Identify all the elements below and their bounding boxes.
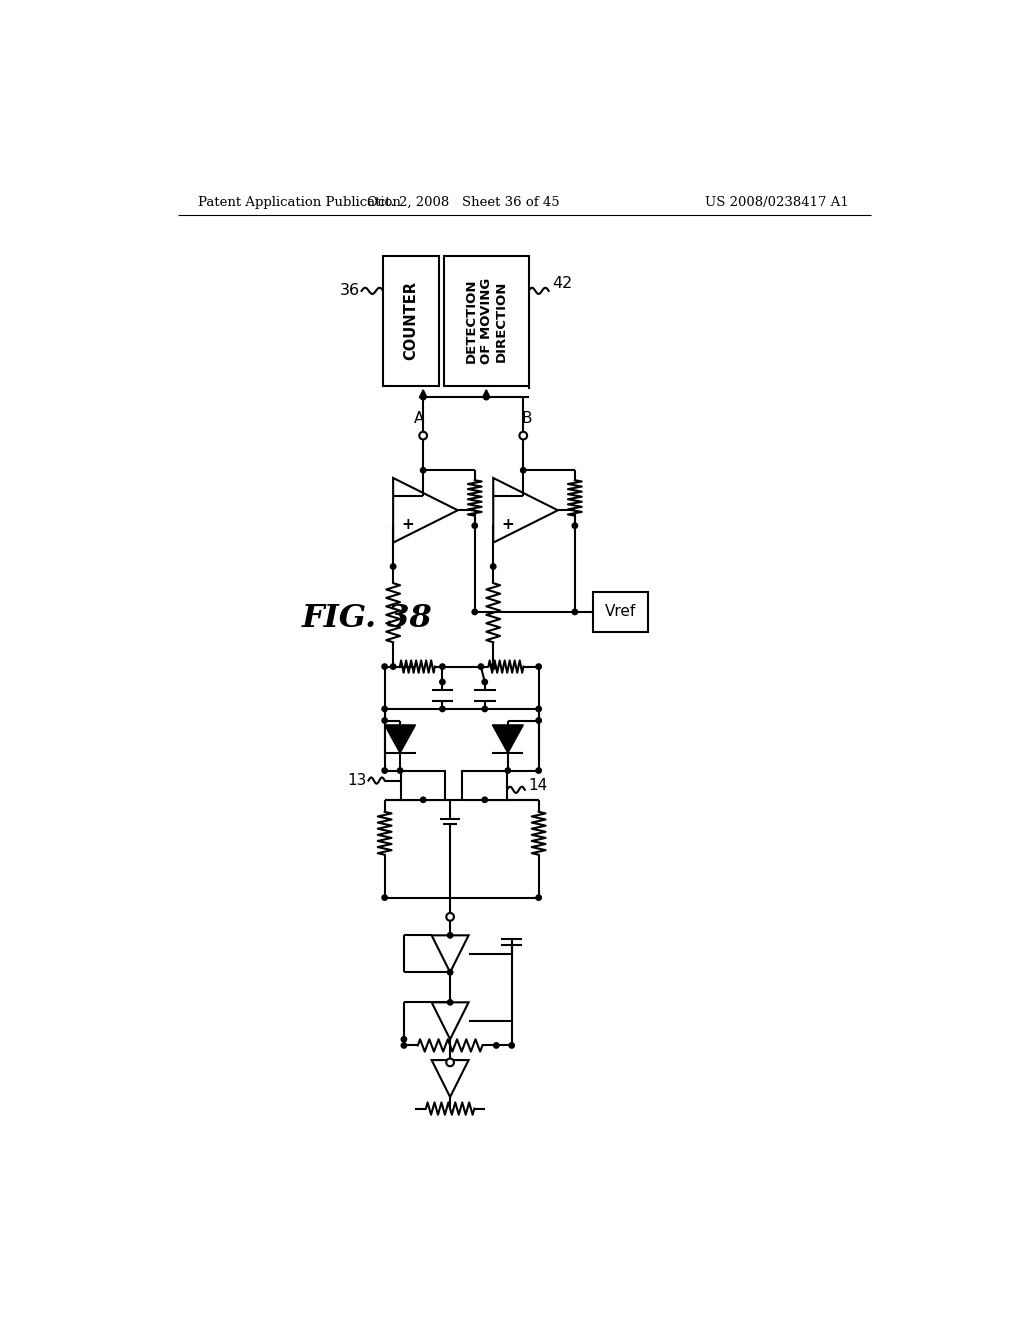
Bar — [463, 771, 507, 800]
Circle shape — [472, 610, 477, 615]
Circle shape — [447, 970, 453, 975]
Circle shape — [421, 467, 426, 473]
Bar — [383, 256, 438, 385]
Circle shape — [382, 706, 387, 711]
Circle shape — [397, 768, 402, 774]
Circle shape — [519, 432, 527, 440]
Circle shape — [536, 895, 542, 900]
Text: B: B — [522, 411, 532, 426]
Bar — [444, 256, 528, 385]
Circle shape — [536, 706, 542, 711]
Circle shape — [490, 564, 496, 569]
Circle shape — [536, 718, 542, 723]
Circle shape — [509, 1043, 514, 1048]
Circle shape — [472, 523, 477, 528]
Text: 14: 14 — [528, 777, 547, 793]
Circle shape — [421, 797, 426, 803]
Circle shape — [494, 1043, 499, 1048]
Circle shape — [536, 664, 542, 669]
Text: +: + — [401, 517, 414, 532]
Text: Vref: Vref — [604, 605, 636, 619]
Text: Oct. 2, 2008   Sheet 36 of 45: Oct. 2, 2008 Sheet 36 of 45 — [367, 195, 559, 209]
Circle shape — [446, 1059, 454, 1067]
Circle shape — [382, 768, 387, 774]
Circle shape — [482, 797, 487, 803]
Circle shape — [572, 610, 578, 615]
Text: +: + — [502, 517, 514, 532]
Circle shape — [536, 768, 542, 774]
Circle shape — [505, 768, 511, 774]
Circle shape — [421, 395, 426, 400]
Bar — [593, 591, 648, 632]
Circle shape — [382, 664, 387, 669]
Text: Patent Application Publication: Patent Application Publication — [199, 195, 401, 209]
Circle shape — [390, 664, 396, 669]
Circle shape — [401, 1043, 407, 1048]
Text: 36: 36 — [340, 284, 360, 298]
Circle shape — [419, 432, 427, 440]
Circle shape — [382, 895, 387, 900]
Text: -: - — [505, 488, 511, 503]
Circle shape — [490, 664, 496, 669]
Bar — [400, 771, 445, 800]
Circle shape — [478, 664, 483, 669]
Text: US 2008/0238417 A1: US 2008/0238417 A1 — [706, 195, 849, 209]
Circle shape — [482, 680, 487, 685]
Text: COUNTER: COUNTER — [403, 281, 419, 360]
Circle shape — [446, 913, 454, 921]
Circle shape — [439, 680, 445, 685]
Circle shape — [447, 933, 453, 939]
Text: 42: 42 — [553, 276, 572, 292]
Text: 13: 13 — [347, 774, 367, 788]
Circle shape — [482, 706, 487, 711]
Text: A: A — [414, 411, 425, 426]
Circle shape — [382, 718, 387, 723]
Circle shape — [439, 706, 445, 711]
Circle shape — [572, 523, 578, 528]
Circle shape — [390, 564, 396, 569]
Text: DETECTION
OF MOVING
DIRECTION: DETECTION OF MOVING DIRECTION — [465, 277, 508, 364]
Polygon shape — [385, 725, 416, 752]
Polygon shape — [493, 725, 523, 752]
Circle shape — [483, 395, 489, 400]
Circle shape — [447, 999, 453, 1005]
Circle shape — [401, 1036, 407, 1041]
Circle shape — [520, 467, 526, 473]
Text: -: - — [404, 488, 411, 503]
Text: FIG. 38: FIG. 38 — [301, 603, 432, 635]
Circle shape — [439, 664, 445, 669]
